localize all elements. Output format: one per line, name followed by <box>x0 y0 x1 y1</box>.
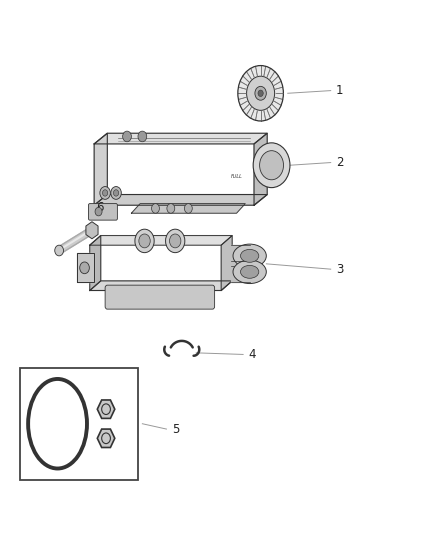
Circle shape <box>258 90 263 96</box>
Text: 3: 3 <box>336 263 343 276</box>
Ellipse shape <box>233 260 266 284</box>
Circle shape <box>102 190 108 196</box>
Circle shape <box>55 245 64 256</box>
Ellipse shape <box>240 249 259 262</box>
Circle shape <box>184 204 192 213</box>
Circle shape <box>135 229 154 253</box>
Circle shape <box>167 204 175 213</box>
Polygon shape <box>90 236 232 245</box>
Circle shape <box>139 234 150 248</box>
Text: 5: 5 <box>172 423 179 435</box>
FancyBboxPatch shape <box>105 285 215 309</box>
Polygon shape <box>90 281 232 290</box>
Ellipse shape <box>240 265 259 278</box>
Text: 6: 6 <box>96 201 104 214</box>
Polygon shape <box>97 400 115 418</box>
Text: 2: 2 <box>336 156 343 169</box>
Polygon shape <box>254 133 267 205</box>
Circle shape <box>255 86 266 100</box>
Circle shape <box>113 190 119 196</box>
Circle shape <box>238 66 283 121</box>
FancyBboxPatch shape <box>88 204 117 220</box>
Circle shape <box>260 151 283 180</box>
Circle shape <box>247 76 275 110</box>
Polygon shape <box>94 195 267 205</box>
Bar <box>20 368 138 480</box>
Circle shape <box>80 262 89 274</box>
Circle shape <box>95 207 102 216</box>
Ellipse shape <box>233 244 266 268</box>
Circle shape <box>253 143 290 188</box>
Circle shape <box>111 187 121 199</box>
Polygon shape <box>94 133 107 205</box>
Circle shape <box>152 204 159 213</box>
Polygon shape <box>86 222 98 239</box>
Text: 1: 1 <box>336 84 343 97</box>
Polygon shape <box>221 236 232 290</box>
Circle shape <box>100 187 110 199</box>
Polygon shape <box>131 204 245 213</box>
Polygon shape <box>94 133 267 144</box>
Circle shape <box>123 131 131 142</box>
Polygon shape <box>77 253 94 282</box>
Polygon shape <box>97 429 115 448</box>
Polygon shape <box>90 236 101 290</box>
Circle shape <box>170 234 181 248</box>
Text: FULL: FULL <box>230 174 243 180</box>
Circle shape <box>138 131 147 142</box>
Circle shape <box>166 229 185 253</box>
Text: 4: 4 <box>248 348 256 361</box>
